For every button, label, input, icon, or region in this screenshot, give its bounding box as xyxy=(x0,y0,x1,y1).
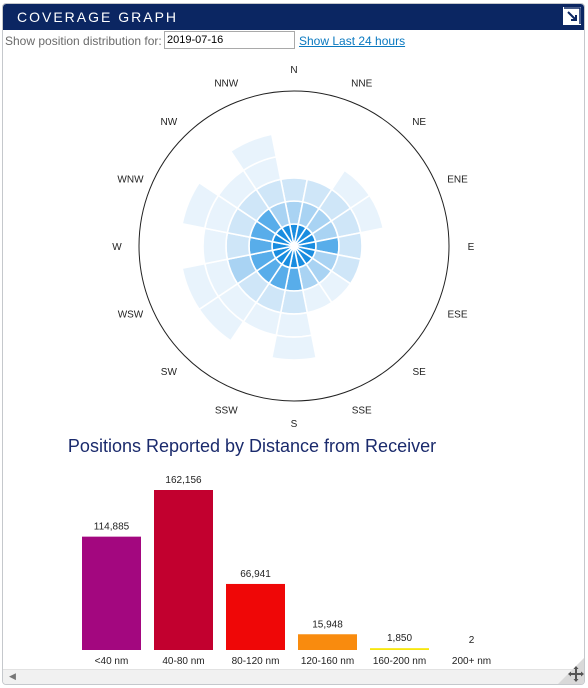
bar-value-label-3: 15,948 xyxy=(312,619,343,630)
date-label: Show position distribution for: xyxy=(5,34,162,48)
polar-cell-nnw-4 xyxy=(229,133,278,172)
polar-cell-ene-3 xyxy=(349,194,385,234)
bar-category-label-3: 120-160 nm xyxy=(301,656,354,667)
bar-value-label-1: 162,156 xyxy=(165,475,202,486)
direction-label-n: N xyxy=(290,65,297,76)
coverage-graph-panel: COVERAGE GRAPH Show position distributio… xyxy=(2,3,585,685)
bar-2 xyxy=(226,583,285,650)
bar-1 xyxy=(154,490,213,650)
direction-label-w: W xyxy=(112,242,122,253)
date-input[interactable] xyxy=(164,31,295,49)
polar-cell-wsw-4 xyxy=(181,262,220,311)
direction-label-s: S xyxy=(291,419,298,430)
direction-label-sw: SW xyxy=(161,367,178,378)
direction-label-nnw: NNW xyxy=(214,78,238,89)
direction-label-e: E xyxy=(468,242,475,253)
direction-label-sse: SSE xyxy=(352,406,372,417)
resize-move-icon[interactable] xyxy=(558,658,584,684)
bar-3 xyxy=(298,634,357,650)
bar-category-label-0: <40 nm xyxy=(95,656,129,667)
bar-value-label-4: 1,850 xyxy=(387,633,412,644)
polar-cell-wnw-4 xyxy=(181,181,220,230)
distance-bar-chart: Positions Reported by Distance from Rece… xyxy=(68,436,491,667)
direction-label-nw: NW xyxy=(161,117,178,128)
direction-label-ene: ENE xyxy=(447,174,468,185)
direction-label-ese: ESE xyxy=(448,310,468,321)
bar-value-label-2: 66,941 xyxy=(240,569,271,580)
direction-label-wnw: WNW xyxy=(117,174,144,185)
direction-label-wsw: WSW xyxy=(118,310,144,321)
expand-icon[interactable] xyxy=(562,6,582,26)
toolbar: Show position distribution for: Show Las… xyxy=(3,31,584,53)
horizontal-scrollbar[interactable]: ◀ xyxy=(3,669,584,684)
title-bar: COVERAGE GRAPH xyxy=(3,4,584,30)
direction-label-se: SE xyxy=(412,367,426,378)
bar-chart-title: Positions Reported by Distance from Rece… xyxy=(68,436,436,456)
bar-value-label-0: 114,885 xyxy=(94,522,130,533)
bar-4 xyxy=(370,648,429,650)
direction-label-nne: NNE xyxy=(351,78,372,89)
direction-label-ssw: SSW xyxy=(215,406,238,417)
bar-0 xyxy=(82,536,141,650)
polar-coverage-chart: N NNE NE ENE E ESE SE SSE S SSW SW WSW W WNW NW NNW xyxy=(112,65,475,430)
bar-category-label-5: 200+ nm xyxy=(452,656,491,667)
scroll-left-arrow-icon[interactable]: ◀ xyxy=(9,671,16,681)
bar-category-label-4: 160-200 nm xyxy=(373,656,426,667)
polar-cell-w-3 xyxy=(202,227,229,265)
bar-category-label-1: 40-80 nm xyxy=(162,656,204,667)
window-title: COVERAGE GRAPH xyxy=(17,9,179,25)
polar-cell-s-4 xyxy=(270,334,318,361)
polar-cell-s-3 xyxy=(275,311,313,338)
bar-category-label-2: 80-120 nm xyxy=(232,656,280,667)
direction-label-ne: NE xyxy=(412,117,426,128)
show-last-24-hours-link[interactable]: Show Last 24 hours xyxy=(299,34,406,48)
bar-value-label-5: 2 xyxy=(469,635,475,646)
